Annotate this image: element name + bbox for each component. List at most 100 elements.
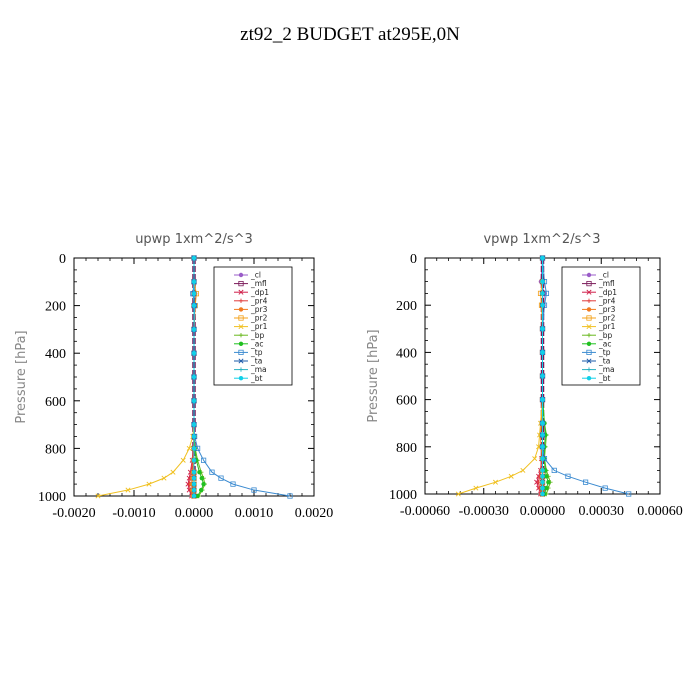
legend-label: _bt xyxy=(598,374,611,383)
data-point-bt xyxy=(191,303,197,308)
data-point-bt xyxy=(191,446,197,451)
data-point-bt xyxy=(191,470,197,475)
data-point-pr1 xyxy=(455,491,461,497)
y-tick-label: 1000 xyxy=(38,490,66,505)
legend-label: _cl xyxy=(250,271,261,280)
legend-label: _pr3 xyxy=(250,305,268,314)
figure-title: zt92_2 BUDGET at295E,0N xyxy=(240,24,460,45)
y-tick-label: 800 xyxy=(396,441,417,456)
x-tick-label: 0.00000 xyxy=(520,504,566,519)
data-point-tp xyxy=(287,493,293,499)
data-point-bt xyxy=(540,373,545,379)
data-point-bt xyxy=(191,327,197,332)
data-point-bt xyxy=(191,291,197,296)
data-point-bt xyxy=(540,279,545,284)
legend-marker xyxy=(238,376,244,381)
data-point-bt xyxy=(191,434,197,439)
data-point-pr1 xyxy=(170,469,176,475)
legend-marker xyxy=(586,307,592,312)
data-point-pr1 xyxy=(180,457,186,463)
data-point-tp xyxy=(565,473,571,479)
legend-label: _ma xyxy=(598,365,615,374)
legend-marker xyxy=(238,367,244,372)
legend-label: _mfl xyxy=(250,279,267,288)
data-point-bt xyxy=(191,475,197,481)
legend-marker xyxy=(586,324,592,330)
data-point-bt xyxy=(540,432,545,438)
legend-marker xyxy=(586,272,592,278)
legend-box xyxy=(561,266,641,386)
data-point-ac xyxy=(201,481,206,487)
legend-marker xyxy=(586,349,592,356)
data-point-ac xyxy=(546,480,551,485)
data-point-bt xyxy=(540,456,545,461)
legend-label: _mfl xyxy=(598,279,615,288)
data-point-ac xyxy=(544,474,549,479)
data-point-tp xyxy=(602,485,608,491)
data-point-bt xyxy=(540,480,545,485)
data-point-bt xyxy=(191,458,197,463)
legend-marker xyxy=(586,358,592,364)
legend-marker xyxy=(238,272,244,278)
panel-2: vpwp 1xm^2/s^3 Pressure [hPa] 0 200 400 600 80… xyxy=(366,232,683,519)
y-tick-label: 800 xyxy=(45,442,66,457)
data-point-tp xyxy=(582,479,589,485)
legend: _cl_mfl_dp1_pr4_pr3_pr2_pr1_bp_ac_tp_ta_… xyxy=(561,266,641,386)
data-point-bt xyxy=(540,326,545,331)
legend-label: _pr2 xyxy=(250,314,268,323)
data-point-pr1 xyxy=(186,445,192,451)
data-point-bt xyxy=(540,421,545,426)
panel-title: upwp 1xm^2/s^3 xyxy=(135,232,253,247)
legend-marker xyxy=(238,289,244,295)
data-point-bt xyxy=(191,279,197,284)
y-tick-label: 200 xyxy=(396,299,417,314)
legend-marker xyxy=(238,280,244,287)
data-point-pr1 xyxy=(125,487,131,493)
x-tick-label: 0.00030 xyxy=(579,504,625,519)
data-point-tp xyxy=(230,481,236,487)
legend-label: _cl xyxy=(598,271,609,280)
legend-marker xyxy=(586,315,592,321)
legend-marker xyxy=(238,324,244,330)
data-point-pr1 xyxy=(508,473,514,479)
x-tick-label: -0.00060 xyxy=(400,504,450,519)
data-point-pr1 xyxy=(473,485,479,491)
data-point-pr1 xyxy=(532,456,538,462)
data-point-bt xyxy=(540,444,545,449)
legend: _cl_mfl_dp1_pr4_pr3_pr2_pr1_bp_ac_tp_ta_… xyxy=(213,266,293,386)
legend-label: _pr1 xyxy=(598,322,616,331)
legend-label: _pr1 xyxy=(250,322,268,331)
legend-marker xyxy=(238,298,244,303)
data-point-pr1 xyxy=(146,481,152,487)
data-point-ac xyxy=(197,470,202,475)
data-point-ac xyxy=(199,475,204,481)
x-tick-label: 0.0000 xyxy=(175,506,214,521)
legend-label: _dp1 xyxy=(598,288,617,297)
y-tick-label: 400 xyxy=(45,347,66,362)
legend-label: _pr3 xyxy=(598,305,616,314)
y-tick-label: 200 xyxy=(45,300,66,315)
legend-marker xyxy=(238,341,244,346)
legend-marker xyxy=(586,367,592,372)
y-axis-label: Pressure [hPa] xyxy=(366,329,381,422)
legend-label: _pr4 xyxy=(598,296,616,305)
legend-label: _ac xyxy=(598,339,611,348)
data-point-tp xyxy=(209,469,215,475)
x-tick-label: -0.00030 xyxy=(459,504,509,519)
y-axis-label: Pressure [hPa] xyxy=(14,330,29,423)
data-point-ac xyxy=(544,485,549,491)
data-point-bt xyxy=(191,398,197,403)
x-tick-label: -0.0020 xyxy=(52,506,95,521)
data-point-pr1 xyxy=(95,493,101,499)
legend-label: _tp xyxy=(250,348,263,357)
data-point-bt xyxy=(540,491,545,497)
data-point-pr1 xyxy=(520,467,526,473)
legend-label: _bp xyxy=(250,331,265,340)
x-tick-label: -0.0010 xyxy=(112,506,155,521)
data-point-pr1 xyxy=(161,475,167,481)
y-tick-label: 600 xyxy=(45,395,66,410)
legend-label: _tp xyxy=(598,348,611,357)
data-point-tp xyxy=(251,487,257,493)
legend-marker xyxy=(238,349,244,356)
